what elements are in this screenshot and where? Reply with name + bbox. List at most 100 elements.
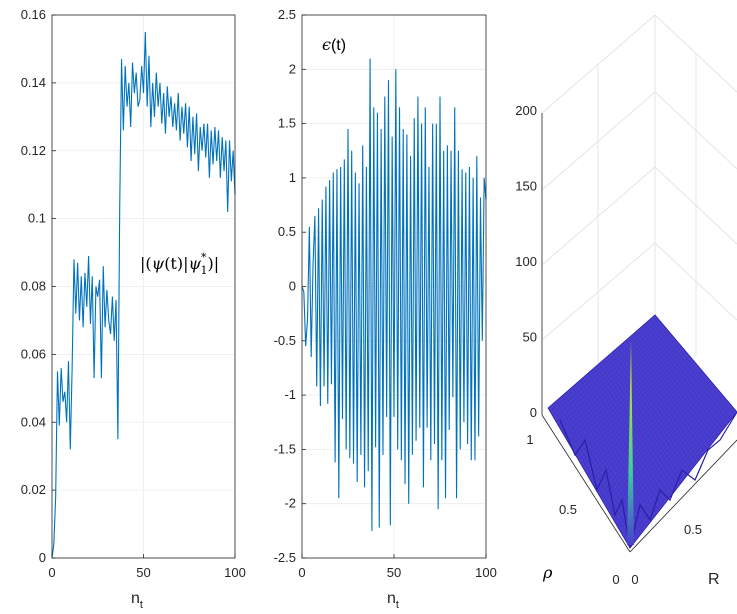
surface-mesh-line	[606, 356, 689, 474]
surface-mesh-line	[621, 402, 729, 535]
rho-tick-0.5: 0.5	[559, 502, 577, 517]
surface-mesh-line	[623, 404, 731, 538]
overlap-y-tick-label: 0.02	[21, 482, 46, 497]
grid-z150-left	[541, 91, 656, 191]
field-y-tick-label: -0.5	[274, 333, 296, 348]
field-y-tick-label: 0	[289, 279, 296, 294]
surface-mesh-line	[617, 397, 725, 528]
surface-back-walls	[541, 14, 737, 415]
field-x-ticks: 0 50 100	[298, 554, 497, 580]
surface-mesh-line	[619, 399, 727, 531]
field-x-label: nt	[387, 590, 399, 611]
field-x-tick-label: 100	[475, 565, 497, 580]
overlap-y-tick-label: 0	[39, 550, 46, 565]
surface-mesh-line	[628, 338, 711, 447]
surface-mesh-line	[605, 382, 713, 507]
surface-mesh-line	[638, 328, 722, 433]
surface-mesh-line	[599, 375, 707, 496]
overlap-x-tick-label: 50	[136, 565, 150, 580]
surface-mesh-line	[649, 319, 732, 419]
field-y-tick-label: 0.5	[278, 224, 296, 239]
overlap-x-tick-label: 100	[224, 565, 246, 580]
field-y-ticks: -2.5 -2 -1.5 -1 -0.5 0 0.5 1 1.5 2 2.5	[274, 7, 306, 565]
overlap-x-tick-label: 0	[48, 565, 55, 580]
back-wall-top-left	[541, 14, 656, 114]
field-y-tick-label: 2	[289, 61, 296, 76]
overlap-y-tick-label: 0.04	[21, 414, 46, 429]
overlap-y-tick-label: 0.1	[28, 211, 46, 226]
overlap-annotation: |(ψ(t)|ψ* 1)|	[140, 251, 219, 277]
field-x-tick-label: 50	[387, 565, 401, 580]
surface-spike	[627, 341, 634, 545]
r-axis-label: R	[708, 571, 720, 588]
surface-mesh-line	[609, 387, 717, 514]
surface-mesh-line	[603, 380, 711, 503]
surface-mesh-line	[590, 365, 699, 482]
surface-mesh-line	[597, 373, 705, 493]
surface-mesh-line	[644, 324, 727, 426]
surface-mesh-line	[636, 331, 719, 436]
surface-mesh-line	[646, 321, 730, 423]
rho-axis-line	[541, 414, 631, 553]
surface-mesh-line	[609, 354, 692, 470]
field-y-tick-label: 1.5	[278, 116, 296, 131]
overlap-y-tick-label: 0.14	[21, 75, 46, 90]
field-x-tick-label: 0	[298, 565, 305, 580]
overlap-y-ticks: 0 0.02 0.04 0.06 0.08 0.1 0.12 0.14 0.16	[21, 7, 56, 565]
surface-mesh-line	[595, 370, 703, 489]
surface-z-tick-label: 100	[515, 254, 537, 269]
surface-mesh-line	[622, 342, 706, 453]
field-y-tick-label: -1	[284, 387, 296, 402]
surface-mesh-line	[627, 409, 736, 545]
rho-tick-0: 0	[612, 572, 619, 587]
r-tick-0: 0	[631, 572, 638, 587]
surface-z-ticks: 0 50 100 150 200	[515, 103, 537, 420]
grid-z50-left	[541, 242, 656, 341]
overlap-y-tick-label: 0.12	[21, 143, 46, 158]
surface-mesh-line	[652, 317, 735, 416]
surface-mesh-line	[625, 407, 734, 542]
surface-mesh-line	[588, 363, 697, 479]
overlap-x-ticks: 0 50 100	[48, 554, 246, 580]
field-axes-box	[301, 14, 487, 559]
field-series-line	[301, 58, 487, 531]
surface-mesh-line	[612, 352, 695, 467]
overlap-axes-box	[51, 14, 236, 559]
field-annotation: ϵ(t)	[322, 35, 346, 54]
overlap-y-tick-label: 0.08	[21, 279, 46, 294]
field-chart: -2.5 -2 -1.5 -1 -0.5 0 0.5 1 1.5 2 2.5 0 50 100 ϵ(t)…	[274, 7, 497, 611]
field-y-tick-label: -2.5	[274, 550, 296, 565]
surface-mesh-line	[615, 394, 723, 524]
r-axis-line	[629, 439, 737, 553]
surface-mesh-line	[630, 335, 714, 443]
surface-mesh-line	[592, 368, 701, 486]
surface-z-tick-label: 50	[523, 330, 537, 345]
rho-tick-1: 1	[526, 432, 533, 447]
surface-mesh-line	[614, 349, 698, 464]
surface-mesh	[549, 317, 736, 545]
surface-mesh-line	[625, 340, 708, 450]
field-y-tick-label: 2.5	[278, 7, 296, 22]
surface-mesh-line	[604, 359, 687, 477]
field-y-tick-label: -2	[284, 496, 296, 511]
overlap-x-label: nt	[131, 590, 143, 611]
surface-plane	[547, 314, 737, 549]
surface-z-tick-label: 0	[530, 405, 537, 420]
surface-mesh-line	[641, 326, 724, 430]
grid-z100-left	[541, 166, 656, 266]
overlap-y-tick-label: 0.06	[21, 346, 46, 361]
surface-mesh-line	[633, 333, 716, 440]
surface-front-edge	[559, 411, 737, 549]
surface-z-tick-label: 200	[515, 103, 537, 118]
rho-axis-label: ρ	[542, 563, 553, 582]
back-wall-top-right	[654, 14, 737, 93]
overlap-series-line	[51, 31, 236, 559]
density-surface-chart: 0 50 100 150 200 1 0.5 0 0 0.5 ρ R	[515, 14, 737, 588]
surface-mesh-line	[620, 345, 703, 457]
surface-z-tick-label: 150	[515, 179, 537, 194]
field-y-tick-label: 1	[289, 170, 296, 185]
surface-mesh-line	[601, 377, 709, 500]
overlap-y-tick-label: 0.16	[21, 7, 46, 22]
